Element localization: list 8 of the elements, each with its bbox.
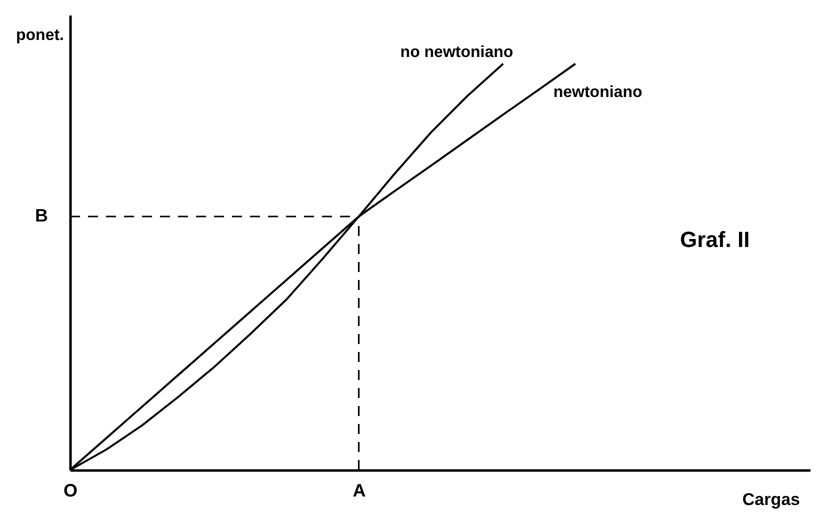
series-label: newtoniano [553, 84, 642, 101]
ref-line-label: B [35, 206, 48, 226]
x-axis-title: Cargas [742, 490, 800, 509]
annotation: Graf. II [680, 227, 750, 252]
x-tick-label: A [352, 480, 366, 500]
y-axis-title: ponet. [16, 27, 64, 44]
x-tick-label: O [63, 480, 78, 500]
series-label: no newtoniano [400, 44, 514, 61]
